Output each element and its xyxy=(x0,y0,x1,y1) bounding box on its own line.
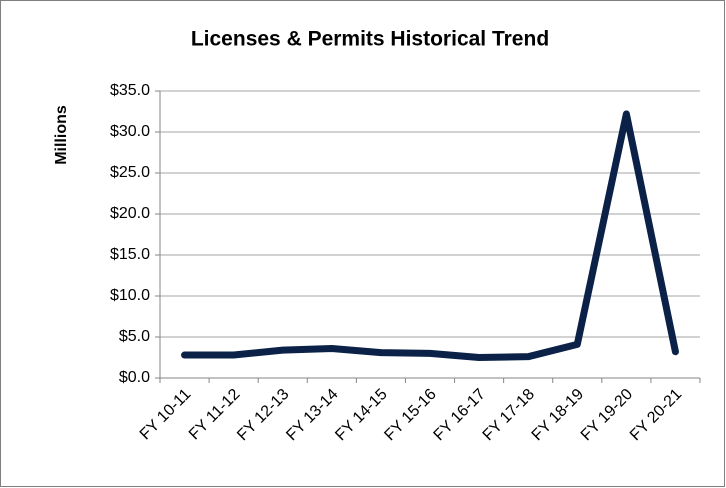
chart-title: Licenses & Permits Historical Trend xyxy=(191,28,549,51)
y-tick-label: $10.0 xyxy=(110,287,150,304)
y-tick-label: $5.0 xyxy=(119,328,150,345)
data-line xyxy=(181,110,679,361)
y-tick-label: $25.0 xyxy=(110,164,150,181)
y-tick-label: $30.0 xyxy=(110,123,150,140)
y-axis-label: Millions xyxy=(53,105,70,165)
y-tick-label: $35.0 xyxy=(110,82,150,99)
y-tick-label: $15.0 xyxy=(110,246,150,263)
y-tick-label: $20.0 xyxy=(110,205,150,222)
y-tick-label: $0.0 xyxy=(119,369,150,386)
